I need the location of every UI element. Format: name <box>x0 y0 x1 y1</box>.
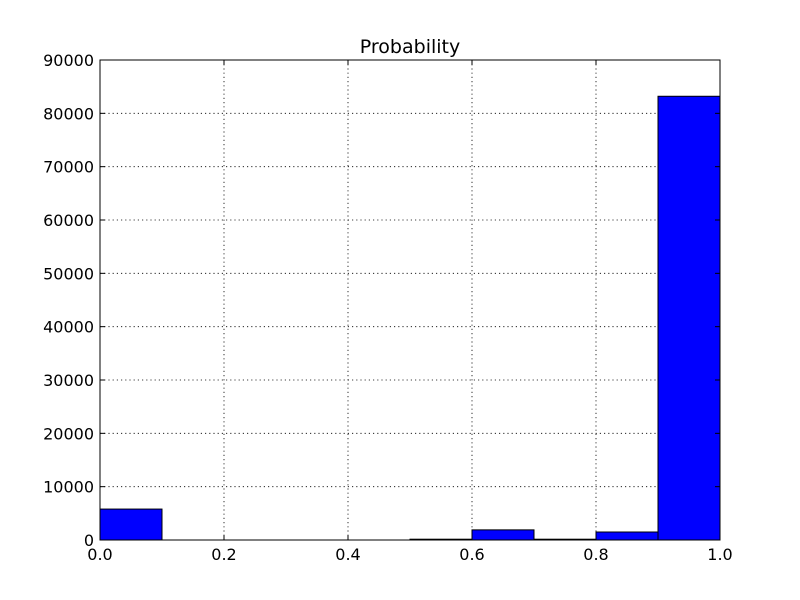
y-tick-label: 90000 <box>43 51 94 70</box>
y-tick-label: 20000 <box>43 424 94 443</box>
y-tick-label: 80000 <box>43 104 94 123</box>
histogram-bar <box>657 95 721 541</box>
chart-title: Probability <box>360 36 460 58</box>
x-axis-tick-labels: 0.0 0.2 0.4 0.6 0.8 1.0 <box>87 545 732 564</box>
x-tick-label: 0.2 <box>211 545 236 564</box>
y-tick-label: 40000 <box>43 318 94 337</box>
y-tick-label: 50000 <box>43 264 94 283</box>
x-tick-label: 0.4 <box>335 545 360 564</box>
x-tick-label: 0.8 <box>583 545 608 564</box>
grid-lines <box>100 60 720 540</box>
y-tick-label: 10000 <box>43 478 94 497</box>
histogram-bar <box>595 531 659 541</box>
y-tick-label: 60000 <box>43 211 94 230</box>
y-tick-label: 70000 <box>43 158 94 177</box>
axis-ticks <box>99 59 721 541</box>
histogram-bar <box>99 508 163 541</box>
bars <box>99 95 721 541</box>
y-tick-label: 30000 <box>43 371 94 390</box>
x-tick-label: 0.6 <box>459 545 484 564</box>
x-tick-label: 0.0 <box>87 545 112 564</box>
x-tick-label: 1.0 <box>707 545 732 564</box>
histogram-bar <box>471 529 535 541</box>
y-axis-tick-labels: 0 10000 20000 30000 40000 50000 60000 70000 8000… <box>43 51 94 550</box>
y-tick-label: 0 <box>84 531 94 550</box>
plot-frame <box>99 59 721 541</box>
